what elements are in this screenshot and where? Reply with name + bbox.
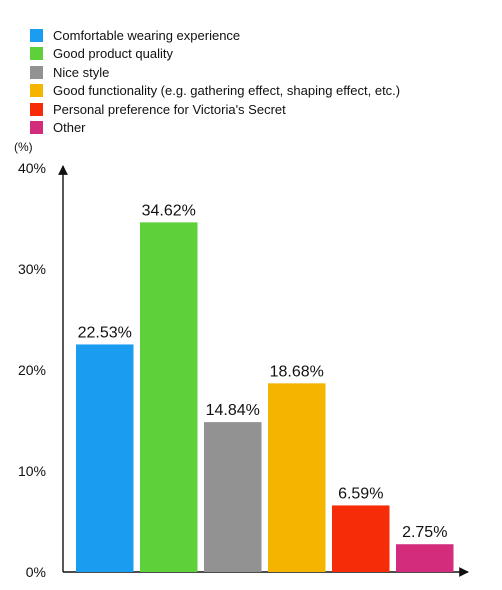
bar-value-label: 18.68% <box>270 363 324 380</box>
legend-item: Good product quality <box>30 45 400 64</box>
legend-label: Good functionality (e.g. gathering effec… <box>53 83 401 99</box>
bar <box>268 383 326 572</box>
legend-label: Comfortable wearing experience <box>53 27 241 43</box>
legend-swatch <box>30 102 43 116</box>
bar <box>140 222 198 572</box>
bar <box>76 344 134 572</box>
legend-swatch <box>30 65 43 79</box>
legend-item: Nice style <box>30 63 400 82</box>
y-tick-label: 0% <box>26 564 46 580</box>
bar-value-label: 22.53% <box>78 324 132 341</box>
legend-item: Other <box>30 119 400 138</box>
y-tick-label: 20% <box>18 362 46 378</box>
legend-swatch <box>30 47 43 61</box>
legend-swatch <box>30 84 43 98</box>
legend-label: Good product quality <box>53 46 173 62</box>
bar-value-label: 14.84% <box>206 402 260 419</box>
legend-swatch <box>30 121 43 135</box>
chart-legend: Comfortable wearing experience Good produ… <box>30 26 400 137</box>
legend-label: Other <box>53 120 86 136</box>
y-tick-label: 10% <box>18 463 46 479</box>
bars <box>76 222 454 572</box>
legend-label: Personal preference for Victoria's Secre… <box>53 101 286 117</box>
bar <box>332 505 390 572</box>
y-axis-unit-label: (%) <box>14 140 33 154</box>
bar-value-label: 6.59% <box>338 485 383 502</box>
bar-value-label: 2.75% <box>402 524 447 541</box>
legend-item: Comfortable wearing experience <box>30 26 400 45</box>
legend-label: Nice style <box>53 64 110 80</box>
y-tick-label: 30% <box>18 261 46 277</box>
legend-item: Good functionality (e.g. gathering effec… <box>30 82 400 101</box>
bar <box>204 422 262 572</box>
bar <box>396 544 454 572</box>
y-tick-label: 40% <box>18 160 46 176</box>
legend-swatch <box>30 28 43 42</box>
bar-value-label: 34.62% <box>142 202 196 219</box>
y-tick-labels: 0% 10% 20% 30% 40% <box>18 160 46 580</box>
data-labels: 22.53% 34.62% 14.84% 18.68% 6.59% 2.75% <box>78 202 448 541</box>
legend-item: Personal preference for Victoria's Secre… <box>30 100 400 119</box>
